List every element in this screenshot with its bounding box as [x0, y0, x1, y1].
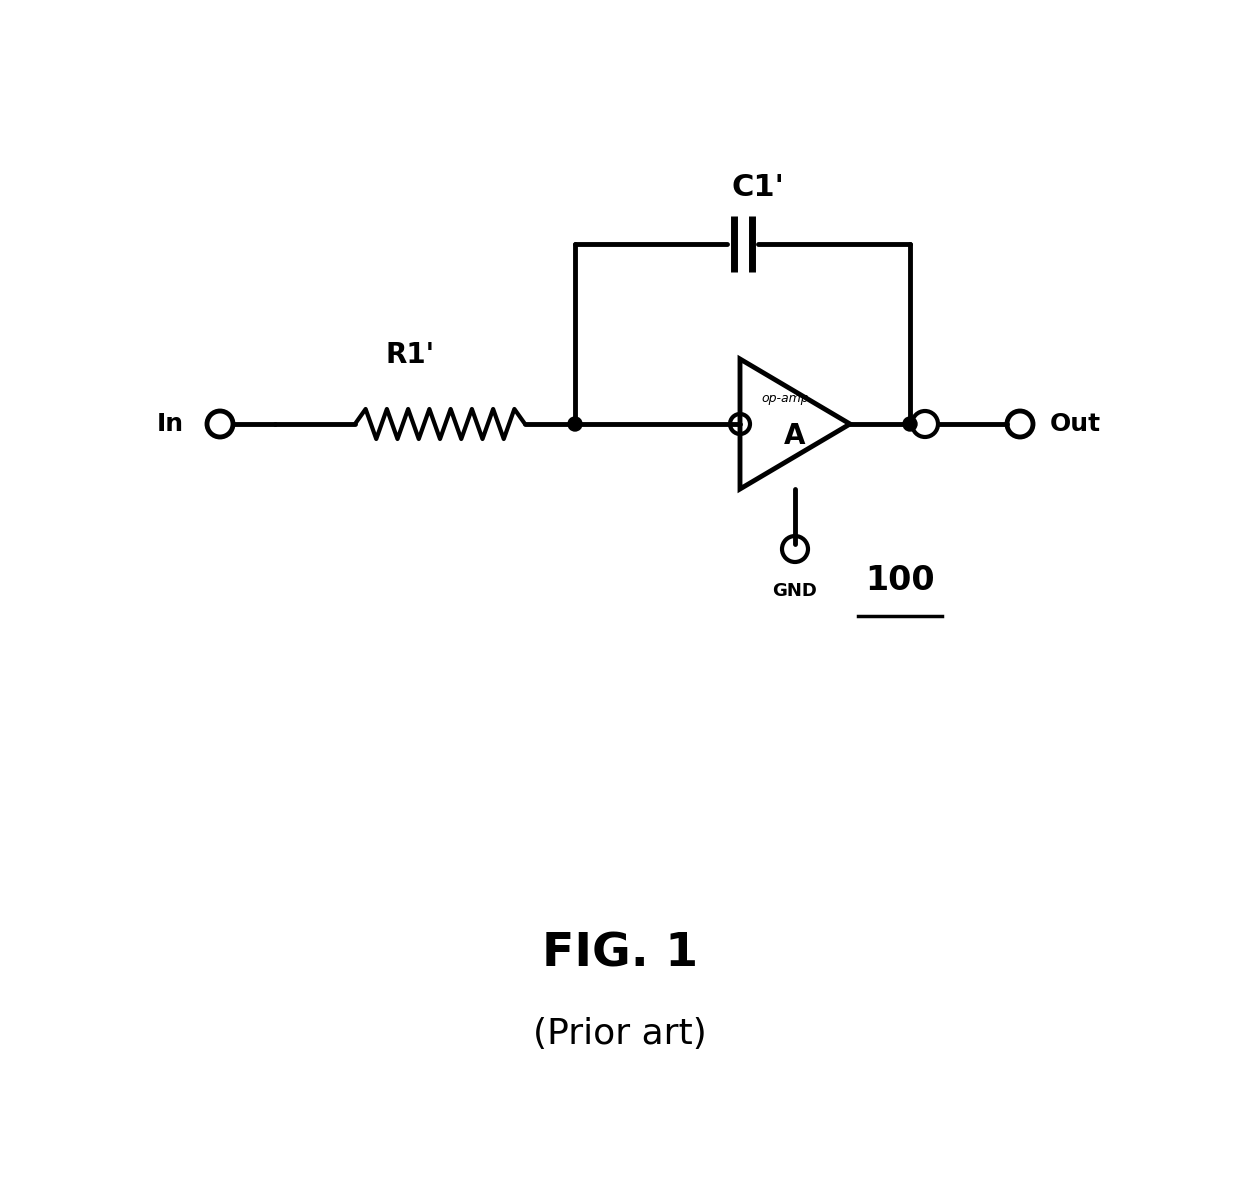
Text: R1': R1': [386, 341, 434, 368]
Circle shape: [903, 417, 918, 431]
Text: In: In: [156, 412, 184, 436]
Text: C1': C1': [732, 173, 784, 202]
Text: 100: 100: [866, 563, 935, 597]
Text: A: A: [784, 421, 806, 450]
Circle shape: [568, 417, 582, 431]
Text: (Prior art): (Prior art): [533, 1017, 707, 1051]
Text: op-amp: op-amp: [761, 393, 808, 406]
Text: GND: GND: [773, 582, 817, 600]
Text: FIG. 1: FIG. 1: [542, 932, 698, 976]
Text: Out: Out: [1049, 412, 1101, 436]
